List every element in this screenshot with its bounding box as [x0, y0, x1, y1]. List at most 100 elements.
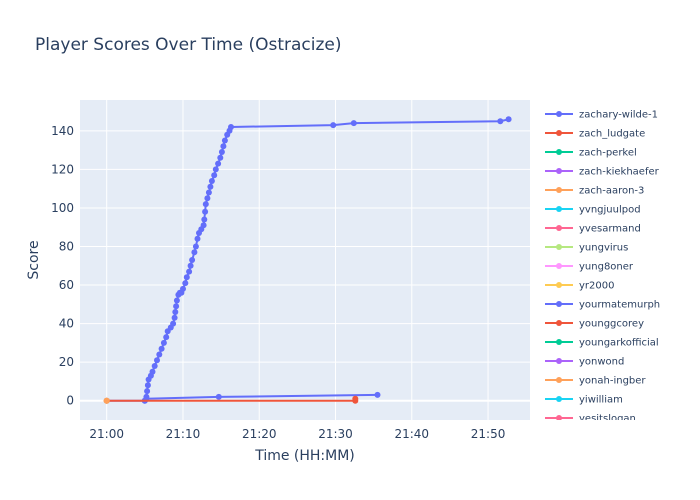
series-zachary-wilde-1	[141, 116, 512, 404]
y-tick-label: 120	[51, 162, 74, 176]
legend-label: yonwond	[579, 357, 624, 368]
x-tick-label: 21:10	[166, 427, 201, 441]
data-point	[207, 183, 214, 190]
legend-item[interactable]: yr2000	[545, 281, 614, 292]
legend-label: zach_ludgate	[579, 129, 645, 140]
legend-label: yung8oner	[579, 262, 634, 273]
legend-marker	[556, 206, 562, 212]
legend-marker	[556, 130, 562, 136]
data-point	[330, 122, 337, 129]
data-point	[192, 243, 199, 250]
data-point	[189, 257, 196, 263]
legend-marker	[556, 168, 562, 174]
x-tick-label: 21:50	[471, 427, 506, 441]
y-tick-label: 0	[66, 394, 74, 408]
legend-item[interactable]: zachary-wilde-1	[545, 110, 658, 121]
data-point	[202, 201, 209, 208]
x-tick-label: 21:00	[89, 427, 124, 441]
y-tick-label: 60	[59, 278, 74, 292]
data-point	[215, 160, 222, 167]
legend-item[interactable]: yonwond	[545, 357, 624, 368]
legend-marker	[556, 187, 562, 193]
data-point	[173, 303, 180, 310]
legend-marker	[556, 225, 562, 231]
legend-item[interactable]: yiwilliam	[545, 395, 623, 406]
data-point	[171, 314, 178, 321]
legend-label: yr2000	[579, 281, 614, 292]
x-axis-title: Time (HH:MM)	[254, 448, 355, 464]
legend-marker	[556, 320, 562, 326]
legend-label: yvesarmand	[579, 224, 641, 235]
data-point	[144, 382, 151, 389]
legend-label: yvngjuulpod	[579, 205, 641, 216]
legend-item[interactable]: yung8oner	[545, 262, 634, 273]
data-point	[212, 166, 219, 173]
legend-label: yiwilliam	[579, 395, 623, 406]
data-point	[160, 339, 167, 346]
y-tick-label: 100	[51, 201, 74, 215]
legend-item[interactable]: zach-kiekhaefer	[545, 167, 660, 178]
data-point	[186, 268, 193, 275]
legend-item[interactable]: yungvirus	[545, 243, 628, 254]
y-tick-label: 40	[59, 317, 74, 331]
legend-marker	[556, 396, 562, 402]
data-point	[218, 149, 225, 155]
legend-item[interactable]: youngarkofficial	[545, 338, 659, 349]
data-point	[103, 397, 110, 404]
data-point	[194, 235, 201, 242]
legend-marker	[556, 377, 562, 383]
data-point	[374, 391, 381, 398]
data-point	[215, 393, 222, 400]
x-tick-label: 21:30	[318, 427, 353, 441]
legend-marker	[556, 339, 562, 345]
x-tick-label: 21:20	[242, 427, 277, 441]
data-point	[228, 124, 234, 130]
legend-label: zach-aaron-3	[579, 186, 644, 197]
legend-item[interactable]: yourmatemurph	[545, 300, 660, 311]
legend-label: zachary-wilde-1	[579, 110, 658, 121]
data-point	[217, 154, 224, 161]
legend-marker	[556, 149, 562, 155]
y-tick-label: 80	[59, 240, 74, 254]
legend[interactable]: zachary-wilde-1 zach_ludgate zach-perkel za…	[545, 110, 660, 425]
legend-marker	[556, 358, 562, 364]
data-point	[221, 137, 228, 144]
legend-label: yungvirus	[579, 243, 628, 254]
legend-item[interactable]: yesitslogan	[545, 414, 636, 425]
x-axis-ticks: 21:00 21:10 21:20 21:30 21:40 21:50	[89, 427, 505, 441]
data-point	[497, 118, 504, 125]
data-point	[205, 189, 212, 196]
data-point	[204, 195, 211, 202]
legend-item[interactable]: yvesarmand	[545, 224, 641, 235]
legend-marker	[556, 301, 562, 307]
series-layer	[103, 116, 512, 404]
data-point	[202, 208, 209, 215]
legend-label: younggcorey	[579, 319, 644, 330]
legend-item[interactable]: yonah-ingber	[545, 376, 646, 387]
plot-area	[80, 100, 530, 420]
data-point	[352, 395, 359, 402]
y-tick-label: 20	[59, 355, 74, 369]
data-point	[144, 388, 151, 395]
legend-marker	[556, 244, 562, 250]
legend-label: yourmatemurph	[579, 300, 660, 311]
data-point	[173, 297, 180, 304]
legend-marker	[556, 111, 562, 117]
legend-item[interactable]: zach-perkel	[545, 148, 637, 159]
legend-label: yonah-ingber	[579, 376, 646, 387]
data-point	[208, 178, 215, 184]
data-point	[200, 222, 207, 229]
legend-item[interactable]: zach_ludgate	[545, 129, 645, 140]
data-point	[182, 280, 189, 287]
legend-item[interactable]: yvngjuulpod	[545, 205, 641, 216]
data-point	[158, 345, 165, 352]
legend-item[interactable]: zach-aaron-3	[545, 186, 644, 197]
data-point	[180, 285, 186, 292]
data-point	[183, 274, 190, 281]
legend-item[interactable]: younggcorey	[545, 319, 644, 330]
data-point	[350, 120, 357, 127]
legend-label: zach-perkel	[579, 148, 637, 159]
data-point	[187, 262, 194, 269]
y-axis-title: Score	[26, 240, 42, 279]
